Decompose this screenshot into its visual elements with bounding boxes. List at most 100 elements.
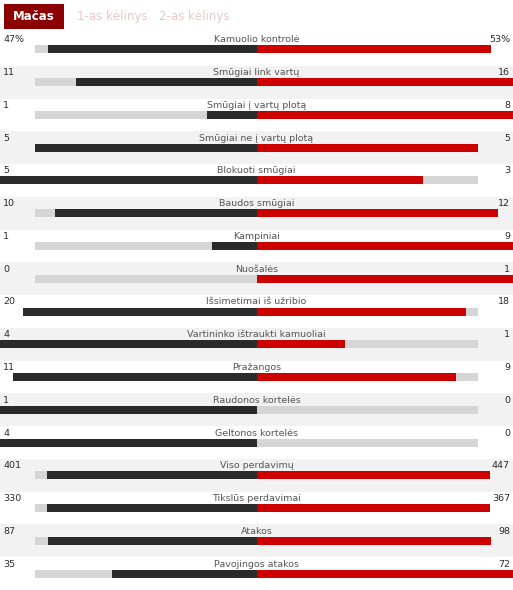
- Bar: [0, 525, 513, 557]
- Text: Mačas: Mačas: [13, 10, 55, 23]
- Text: 367: 367: [492, 494, 510, 503]
- Text: Viso perdavimų: Viso perdavimų: [220, 461, 293, 470]
- Bar: [24, 307, 256, 316]
- Bar: [0, 360, 513, 394]
- Text: 2-as kėlinys: 2-as kėlinys: [159, 10, 229, 23]
- Text: Vartininko ištraukti kamuoliai: Vartininko ištraukti kamuoliai: [187, 330, 326, 339]
- Bar: [212, 242, 256, 250]
- Bar: [0, 197, 513, 230]
- Bar: [35, 307, 478, 316]
- Bar: [35, 242, 478, 250]
- Text: 5: 5: [3, 166, 9, 175]
- Text: 1: 1: [504, 265, 510, 274]
- Bar: [35, 176, 478, 185]
- Bar: [256, 242, 513, 250]
- Text: Kamuolio kontrolė: Kamuolio kontrolė: [214, 35, 299, 44]
- Bar: [207, 111, 256, 119]
- Text: Smūgiai link vartų: Smūgiai link vartų: [213, 68, 300, 77]
- Bar: [47, 471, 256, 479]
- Bar: [0, 394, 513, 426]
- Bar: [35, 373, 478, 381]
- Bar: [256, 275, 513, 283]
- Text: 12: 12: [498, 199, 510, 208]
- Text: Pavojingos atakos: Pavojingos atakos: [214, 560, 299, 569]
- Bar: [0, 340, 256, 348]
- Bar: [35, 537, 478, 545]
- Text: Atakos: Atakos: [241, 527, 272, 536]
- Bar: [0, 459, 513, 491]
- Bar: [112, 569, 256, 578]
- Bar: [48, 537, 256, 545]
- Bar: [35, 275, 478, 283]
- Text: 98: 98: [498, 527, 510, 536]
- Bar: [35, 504, 478, 512]
- Bar: [76, 78, 256, 86]
- Bar: [256, 176, 423, 185]
- Bar: [256, 111, 513, 119]
- Text: 330: 330: [3, 494, 21, 503]
- Bar: [0, 132, 513, 164]
- Text: 11: 11: [3, 68, 15, 77]
- Text: 4: 4: [3, 330, 9, 339]
- Text: Kampiniai: Kampiniai: [233, 232, 280, 241]
- Text: 16: 16: [498, 68, 510, 77]
- Bar: [35, 209, 478, 217]
- Bar: [0, 33, 513, 65]
- Text: 9: 9: [504, 232, 510, 241]
- Text: 0: 0: [504, 428, 510, 438]
- Text: 1: 1: [3, 396, 9, 405]
- Text: 35: 35: [3, 560, 15, 569]
- Bar: [0, 164, 513, 197]
- Text: Blokuoti smūgiai: Blokuoti smūgiai: [217, 166, 296, 175]
- Bar: [35, 438, 478, 447]
- Text: Raudonos kortelės: Raudonos kortelės: [212, 396, 301, 405]
- Text: Tikslūs perdavimai: Tikslūs perdavimai: [212, 494, 301, 503]
- Bar: [35, 471, 478, 479]
- Text: Smūgiai ne į vartų plotą: Smūgiai ne į vartų plotą: [200, 134, 313, 143]
- Text: 0: 0: [3, 265, 9, 274]
- Bar: [256, 144, 478, 152]
- Bar: [35, 406, 478, 414]
- Bar: [48, 45, 256, 53]
- Text: Smūgiai į vartų plotą: Smūgiai į vartų plotą: [207, 101, 306, 110]
- Text: 87: 87: [3, 527, 15, 536]
- Bar: [0, 406, 256, 414]
- Bar: [47, 504, 256, 512]
- Bar: [35, 111, 478, 119]
- Bar: [256, 340, 345, 348]
- Bar: [35, 45, 478, 53]
- Text: 0: 0: [504, 396, 510, 405]
- Bar: [35, 340, 478, 348]
- Text: 401: 401: [3, 461, 21, 470]
- Bar: [256, 78, 513, 86]
- Text: Pražangos: Pražangos: [232, 363, 281, 372]
- Bar: [256, 569, 513, 578]
- Bar: [256, 45, 491, 53]
- Bar: [0, 176, 256, 185]
- Bar: [0, 491, 513, 525]
- Bar: [13, 373, 256, 381]
- Text: Išsimetimai iš užribio: Išsimetimai iš užribio: [206, 297, 307, 306]
- Bar: [4, 4, 64, 29]
- Bar: [0, 328, 513, 360]
- Text: 72: 72: [498, 560, 510, 569]
- Text: 1: 1: [504, 330, 510, 339]
- Bar: [256, 307, 466, 316]
- Bar: [256, 373, 456, 381]
- Text: 3: 3: [504, 166, 510, 175]
- Bar: [0, 99, 513, 132]
- Bar: [256, 504, 490, 512]
- Text: 53%: 53%: [489, 35, 510, 44]
- Text: 5: 5: [504, 134, 510, 143]
- Bar: [35, 569, 478, 578]
- Text: 447: 447: [492, 461, 510, 470]
- Text: 1-as kėlinys: 1-as kėlinys: [77, 10, 147, 23]
- Text: 47%: 47%: [3, 35, 24, 44]
- Bar: [256, 537, 491, 545]
- Bar: [0, 295, 513, 328]
- Text: 10: 10: [3, 199, 15, 208]
- Bar: [0, 426, 513, 459]
- Bar: [0, 263, 513, 295]
- Text: 1: 1: [3, 232, 9, 241]
- Text: 11: 11: [3, 363, 15, 372]
